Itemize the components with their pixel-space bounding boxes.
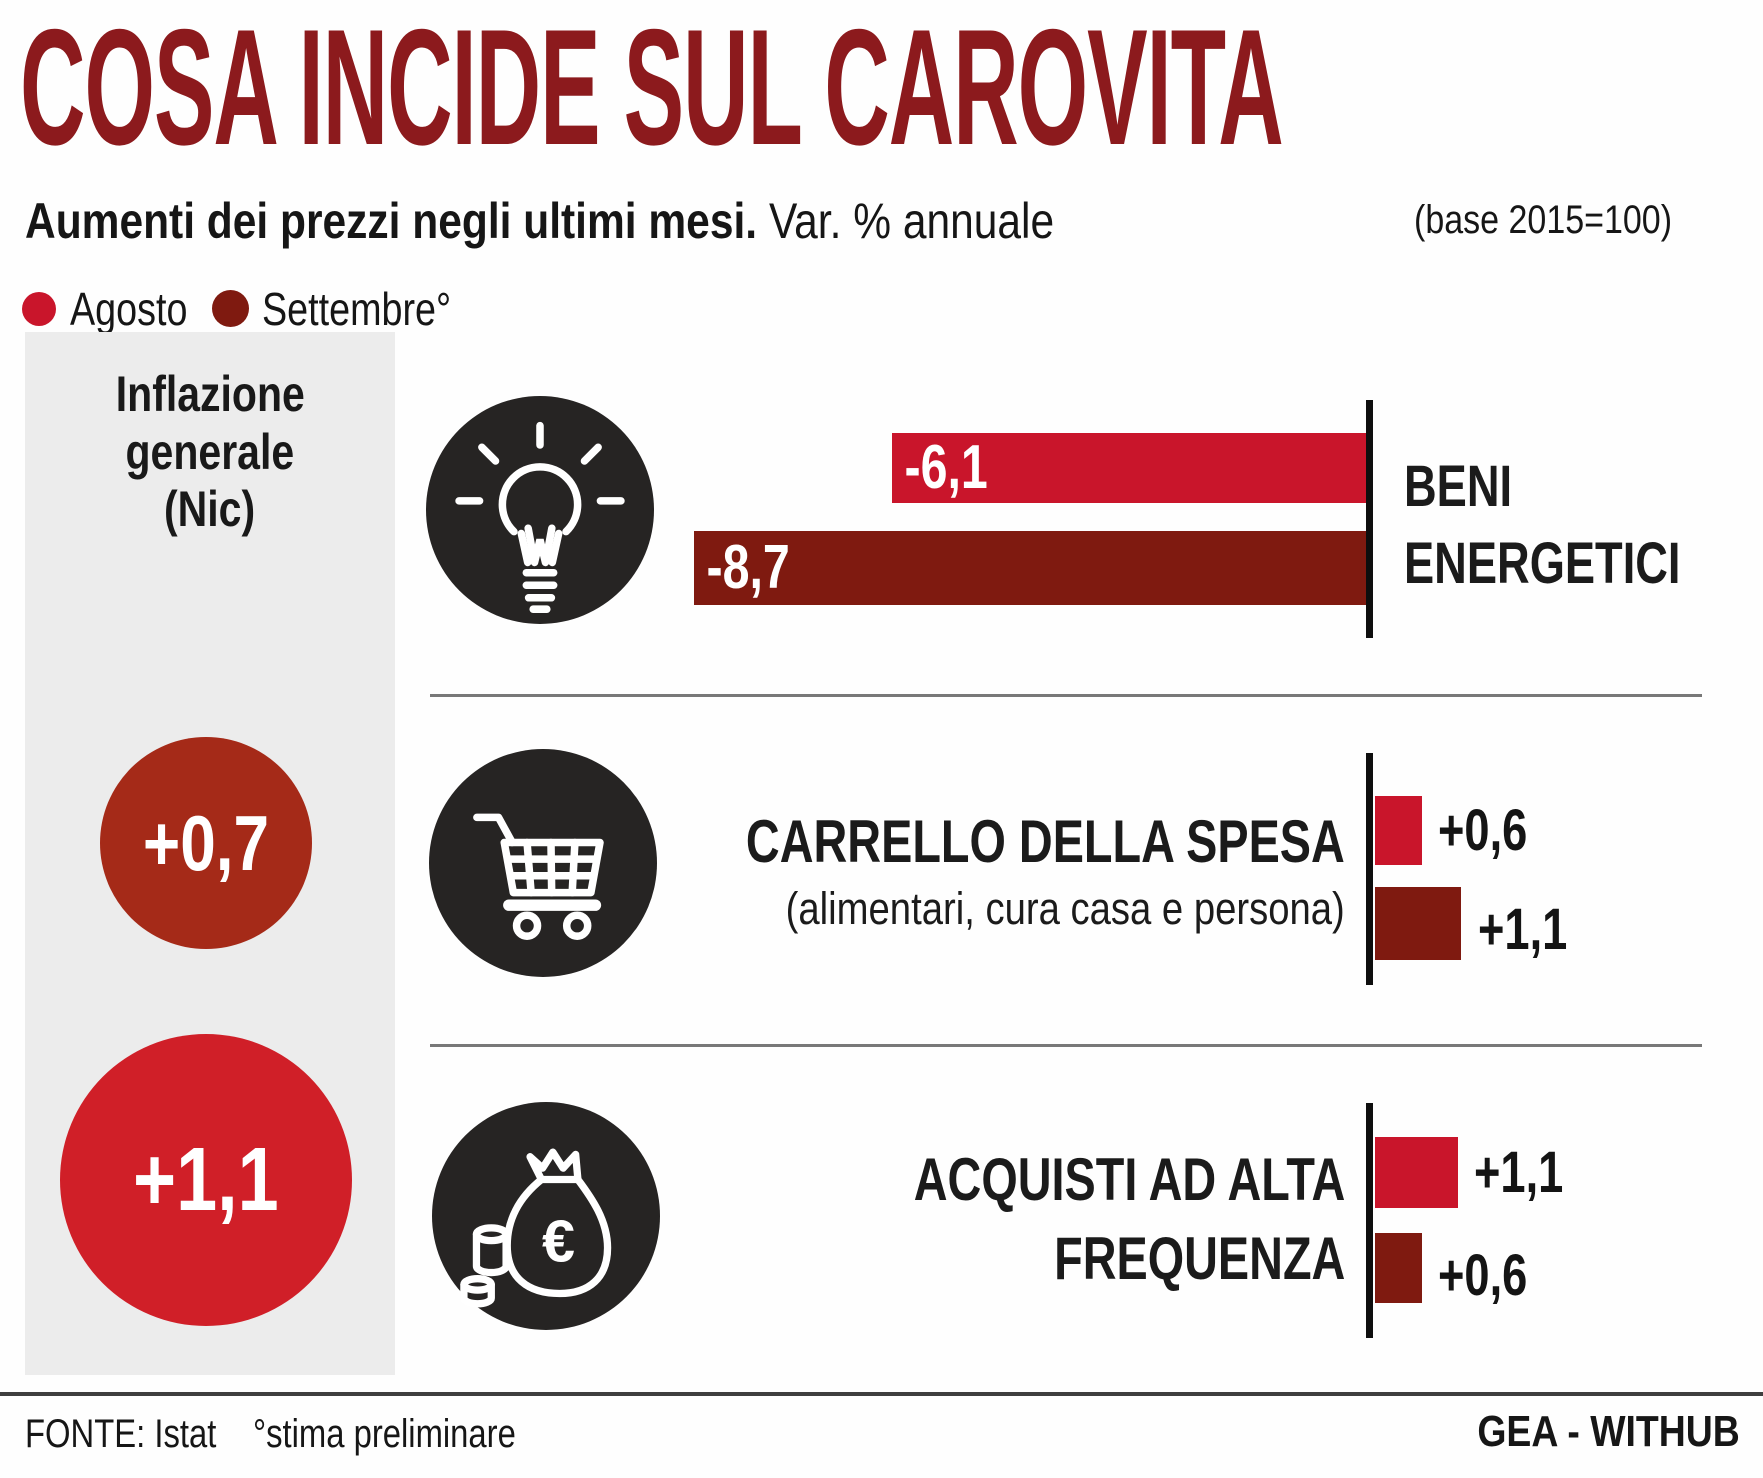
nic-circle-agosto: +1,1 [60, 1034, 352, 1326]
legend-dot-settembre [212, 290, 249, 327]
base-note: (base 2015=100) [1414, 198, 1673, 242]
nic-value-agosto: +1,1 [133, 1130, 279, 1230]
money-icon-circle: € [432, 1102, 660, 1330]
legend-label-settembre: Settembre° [262, 283, 452, 335]
category-label-frequency: ACQUISTI AD ALTA FREQUENZA [913, 1146, 1345, 1293]
energy-icon-circle [426, 396, 654, 624]
footer-source: FONTE: Istat [25, 1412, 217, 1456]
footer-divider [0, 1392, 1763, 1396]
axis-frequency [1366, 1103, 1373, 1338]
cart-icon-circle [429, 749, 657, 977]
category-label-energy: BENI ENERGETICI [1404, 454, 1681, 597]
bar-frequency-settembre [1375, 1233, 1422, 1303]
bar-value-energy-settembre: -8,7 [706, 533, 790, 602]
sidebar-title: Inflazione generale (Nic) [115, 366, 305, 537]
legend-dot-agosto [22, 292, 56, 326]
subtitle-regular: Var. % annuale [768, 193, 1055, 249]
axis-cart [1366, 753, 1373, 985]
lightbulb-icon [455, 421, 625, 613]
nic-circle-settembre: +0,7 [100, 737, 312, 949]
subtitle-bold: Aumenti dei prezzi negli ultimi mesi. [25, 193, 758, 249]
axis-energy [1366, 400, 1373, 638]
svg-text:€: € [542, 1208, 575, 1275]
money-bag-icon: € [460, 1148, 612, 1308]
page-title-text: COSA INCIDE SUL CAROVITA [20, 0, 1284, 179]
bar-value-frequency-settembre: +0,6 [1438, 1243, 1528, 1308]
bar-energy-agosto: -6,1 [892, 433, 1372, 503]
bar-cart-agosto [1375, 796, 1422, 865]
bar-value-cart-agosto: +0,6 [1438, 798, 1528, 863]
row-separator-1 [430, 694, 1702, 697]
shopping-cart-icon [473, 813, 604, 940]
sidebar-general-inflation: Inflazione generale (Nic) +0,7 +1,1 [25, 332, 395, 1375]
row-separator-2 [430, 1044, 1702, 1047]
bar-cart-settembre [1375, 887, 1461, 960]
bar-frequency-agosto [1375, 1137, 1458, 1208]
category-label-cart: CARRELLO DELLA SPESA (alimentari, cura c… [746, 808, 1345, 934]
bar-value-energy-agosto: -6,1 [904, 433, 988, 502]
bar-value-frequency-agosto: +1,1 [1474, 1140, 1564, 1205]
footer-credit: GEA - WITHUB [1477, 1407, 1740, 1456]
bar-value-cart-settembre: +1,1 [1478, 897, 1568, 962]
footer-note: °stima preliminare [253, 1412, 516, 1456]
legend-label-agosto: Agosto [70, 283, 188, 335]
page-title: COSA INCIDE SUL CAROVITA [20, 5, 1763, 170]
nic-value-settembre: +0,7 [142, 799, 270, 887]
subtitle: Aumenti dei prezzi negli ultimi mesi. Var… [25, 196, 1236, 246]
bar-energy-settembre: -8,7 [694, 531, 1372, 605]
